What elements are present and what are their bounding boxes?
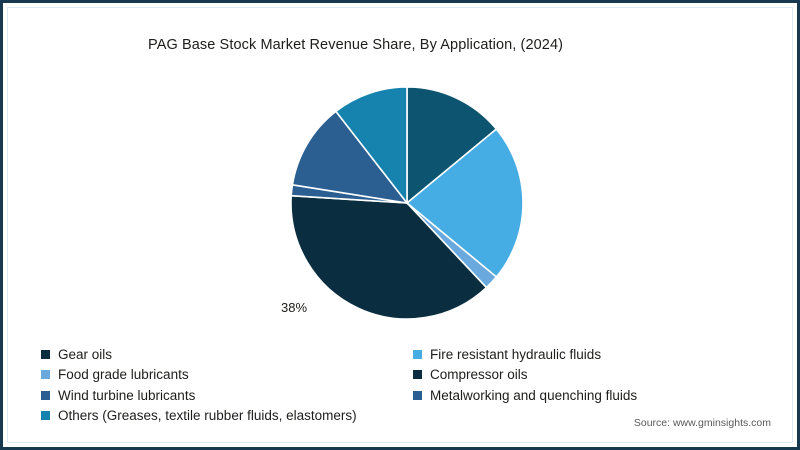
legend-swatch-icon (41, 411, 50, 421)
legend-swatch-icon (41, 370, 50, 380)
legend-swatch-icon (41, 390, 50, 400)
pie-slice[interactable] (290, 194, 488, 320)
pie-slice[interactable] (291, 110, 409, 205)
pie-slice[interactable] (334, 86, 408, 206)
pie-slice[interactable] (406, 86, 498, 205)
legend-swatch-icon (413, 370, 422, 380)
legend-item-gear-oils[interactable]: Gear oils (41, 344, 357, 365)
pie-chart (288, 84, 526, 322)
legend-swatch-icon (413, 349, 422, 359)
legend-item-label: Others (Greases, textile rubber fluids, … (58, 408, 357, 423)
pie-chart-svg (290, 86, 524, 320)
legend-item-others[interactable]: Others (Greases, textile rubber fluids, … (41, 406, 357, 427)
pie-slice-label-gear-oils: 38% (281, 300, 308, 315)
legend-swatch-icon (413, 390, 422, 400)
legend-item-label: Gear oils (58, 346, 113, 362)
legend-item-metalworking-and-quenching-fluids[interactable]: Metalworking and quenching fluids (413, 385, 637, 406)
legend-swatch-icon (41, 349, 50, 359)
legend-item-wind-turbine-lubricants[interactable]: Wind turbine lubricants (41, 385, 357, 406)
legend-item-label: Food grade lubricants (58, 367, 189, 382)
chart-title: PAG Base Stock Market Revenue Share, By … (148, 37, 564, 53)
source-attribution: Source: www.gminsights.com (633, 417, 771, 429)
legend-column-left: Gear oils Food grade lubricants Wind tur… (41, 344, 357, 426)
legend-item-fire-resistant-hydraulic-fluids[interactable]: Fire resistant hydraulic fluids (413, 344, 637, 365)
legend-item-compressor-oils[interactable]: Compressor oils (413, 365, 637, 386)
legend-item-label: Compressor oils (430, 367, 528, 382)
legend-item-food-grade-lubricants[interactable]: Food grade lubricants (41, 365, 357, 386)
pie-slice[interactable] (405, 127, 524, 279)
pie-slice-group (290, 86, 524, 320)
legend-item-label: Fire resistant hydraulic fluids (430, 346, 602, 362)
legend-item-label: Metalworking and quenching fluids (430, 387, 638, 403)
legend-column-right: Fire resistant hydraulic fluids Compress… (413, 344, 637, 406)
legend-item-label: Wind turbine lubricants (58, 387, 196, 403)
